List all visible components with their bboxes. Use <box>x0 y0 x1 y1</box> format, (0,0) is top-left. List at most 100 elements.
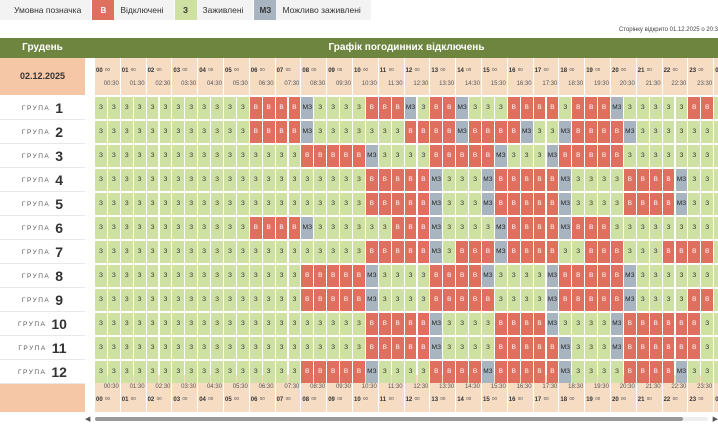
group-number: 2 <box>55 124 64 140</box>
schedule-cell: З <box>572 361 585 383</box>
schedule-cell: З <box>636 121 649 143</box>
minute-label: 00 <box>259 396 265 401</box>
schedule-cell: З <box>236 265 249 287</box>
schedule-cell: З <box>353 337 365 359</box>
hour-label: 03 <box>173 397 181 403</box>
schedule-cell: З <box>301 193 314 215</box>
half-hour-label: 00:30 <box>103 81 119 87</box>
schedule-cell: З <box>198 217 211 239</box>
schedule-cell: В <box>378 97 391 119</box>
schedule-cell: З <box>456 337 469 359</box>
schedule-cell: В <box>365 337 378 359</box>
schedule-cell: З <box>159 313 172 335</box>
schedule-cell: З <box>675 265 688 287</box>
schedule-cell: З <box>662 121 675 143</box>
schedule-cell: З <box>482 313 494 335</box>
schedule-cell: З <box>198 241 211 263</box>
hour-label: 04 <box>199 397 206 403</box>
schedule-cell: В <box>443 265 456 287</box>
schedule-cell: В <box>430 97 443 119</box>
schedule-cell: В <box>391 169 404 191</box>
legend-item-on: З Заживлені <box>174 0 254 20</box>
schedule-cell: В <box>494 337 507 359</box>
scroll-thumb[interactable] <box>95 417 684 421</box>
schedule-cell: З <box>185 193 198 215</box>
schedule-cell: В <box>507 313 520 335</box>
schedule-cell: З <box>649 289 662 311</box>
horizontal-scrollbar[interactable]: ◀ ▶ <box>85 414 718 424</box>
schedule-cell: З <box>688 361 701 383</box>
time-cell: 22 00 22:30 <box>662 58 688 95</box>
schedule-cell: В <box>391 313 404 335</box>
schedule-cell: З <box>133 217 146 239</box>
group-label: ГРУПА 5 <box>0 193 85 216</box>
schedule-cell: З <box>146 217 159 239</box>
schedule-cell: МЗ <box>623 265 636 287</box>
schedule-cell: З <box>95 313 107 335</box>
schedule-cell: В <box>559 289 572 311</box>
schedule-cell: З <box>120 169 133 191</box>
schedule-cell: З <box>275 265 288 287</box>
schedule-cell: В <box>623 337 636 359</box>
schedule-cell: З <box>211 361 223 383</box>
schedule-cell: З <box>95 217 107 239</box>
schedule-cell: В <box>417 193 430 215</box>
group-label: ГРУПА 4 <box>0 169 85 192</box>
page-opened-text: Сторінку відкрито 01.12.2025 о 20:3 <box>618 27 718 33</box>
hour-label: 15 <box>483 68 490 74</box>
schedule-cell: З <box>172 169 185 191</box>
schedule-cell: З <box>288 265 301 287</box>
schedule-cell: З <box>198 145 211 167</box>
schedule-cell: В <box>688 337 701 359</box>
group-number: 9 <box>55 292 64 308</box>
schedule-cell: В <box>340 289 352 311</box>
schedule-cell: В <box>314 289 327 311</box>
schedule-cell: З <box>598 169 610 191</box>
schedule-cell: З <box>623 241 636 263</box>
schedule-cell: З <box>688 217 701 239</box>
group-number: 4 <box>55 172 64 188</box>
half-hour-label: 23:30 <box>697 384 713 390</box>
minute-label: 00 <box>517 67 523 72</box>
schedule-cell: З <box>469 313 481 335</box>
schedule-cell: МЗ <box>611 97 623 119</box>
group-word: ГРУПА <box>18 320 47 328</box>
schedule-cell: З <box>172 361 185 383</box>
schedule-cell: В <box>636 361 649 383</box>
half-hour-label: 18:30 <box>568 384 584 390</box>
time-cell: 18 00 18:30 <box>559 58 585 95</box>
schedule-cell: З <box>533 289 546 311</box>
hour-label: 20 <box>612 397 619 403</box>
schedule-cell: З <box>546 121 559 143</box>
schedule-cell: З <box>275 313 288 335</box>
half-hour-label: 02:30 <box>155 384 171 390</box>
minute-label: 00 <box>363 396 369 401</box>
schedule-cell: З <box>391 265 404 287</box>
scroll-left-icon[interactable]: ◀ <box>85 416 91 423</box>
schedule-cell: З <box>456 217 469 239</box>
schedule-cell: В <box>598 97 610 119</box>
schedule-cell: В <box>688 241 701 263</box>
schedule-cell: З <box>120 337 133 359</box>
schedule-cell: З <box>262 169 275 191</box>
schedule-cell <box>714 265 718 287</box>
minute-label: 00 <box>466 67 472 72</box>
schedule-cell: В <box>404 121 417 143</box>
schedule-cell: З <box>340 193 352 215</box>
half-hour-label: 18:30 <box>568 81 584 87</box>
schedule-cell: З <box>159 241 172 263</box>
minute-label: 00 <box>285 67 291 72</box>
scroll-track[interactable] <box>95 417 708 421</box>
scroll-right-icon[interactable]: ▶ <box>712 416 718 423</box>
schedule-cell: З <box>198 361 211 383</box>
schedule-cell: З <box>469 193 481 215</box>
schedule-cell: З <box>598 361 610 383</box>
schedule-cell: В <box>559 145 572 167</box>
schedule-cell: З <box>185 97 198 119</box>
schedule-cell: В <box>507 121 520 143</box>
schedule-cell: В <box>482 121 494 143</box>
schedule-cell <box>714 193 718 215</box>
group-word: ГРУПА <box>21 176 51 184</box>
schedule-cell: З <box>585 193 598 215</box>
